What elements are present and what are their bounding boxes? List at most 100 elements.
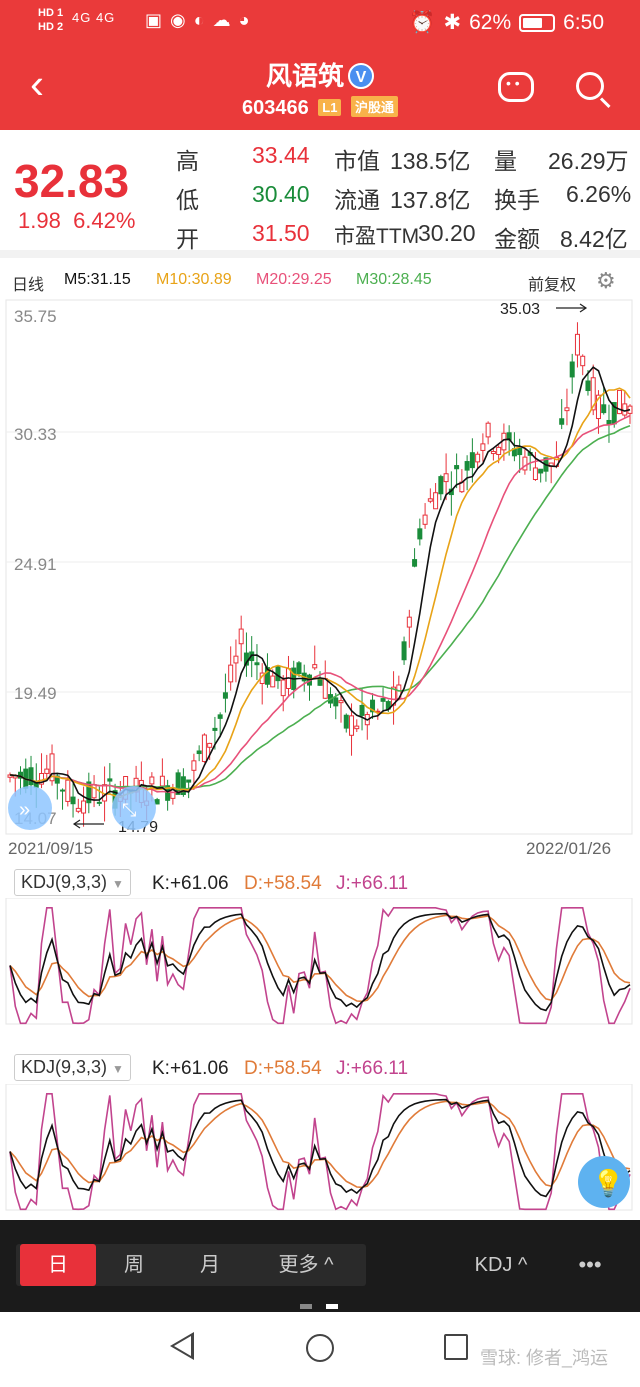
candle-body <box>333 697 339 707</box>
candle-body <box>338 700 344 704</box>
volume-value: 26.29万 <box>548 148 629 174</box>
candles-group <box>7 322 633 827</box>
candle-body <box>254 662 260 666</box>
candle-body <box>49 753 55 782</box>
ma5-line <box>9 366 631 801</box>
high-value: 33.44 <box>252 142 310 168</box>
candle-body <box>60 789 66 792</box>
candle-body <box>270 675 276 688</box>
candle-body <box>580 355 586 367</box>
candle-body <box>238 628 244 645</box>
candle-body <box>175 772 181 795</box>
candle-body <box>443 473 449 483</box>
gear-icon[interactable]: ⚙ <box>596 268 616 293</box>
candle-body <box>317 678 323 686</box>
tab-month[interactable]: 月 <box>200 1254 220 1276</box>
kdj1-j: J:+66.11 <box>336 873 409 894</box>
candle-body <box>380 698 386 702</box>
candle-body <box>96 801 102 804</box>
stock-title: 风语筑 V <box>0 56 640 93</box>
back-icon[interactable]: ‹ <box>30 60 44 107</box>
candle-body <box>149 776 155 785</box>
candle-body <box>354 725 360 730</box>
candle-body <box>165 785 171 801</box>
pe-value: 30.20 <box>418 220 476 246</box>
volume-label: 量 <box>494 148 517 174</box>
adjust-label[interactable]: 前复权 <box>528 277 577 294</box>
kdj-chart-1[interactable] <box>0 898 640 1028</box>
tab-more[interactable]: 更多 ^ <box>278 1254 334 1276</box>
nav-home-icon[interactable] <box>306 1334 334 1362</box>
nav-recent-icon[interactable] <box>444 1334 468 1360</box>
high-label: 高 <box>176 148 199 174</box>
kdj1-border <box>5 898 633 1025</box>
ma30-line <box>9 425 631 790</box>
current-price: 32.83 <box>14 155 130 207</box>
candle-body <box>107 778 113 782</box>
kdj1-k: K:+61.06 <box>152 873 229 894</box>
kdj2-k: K:+61.06 <box>152 1058 229 1079</box>
candle-body <box>601 404 607 414</box>
candle-body <box>28 767 34 786</box>
candle-body <box>196 750 202 755</box>
robot-assistant-icon[interactable] <box>498 72 534 102</box>
nav-back-icon[interactable] <box>170 1332 194 1360</box>
candle-body <box>590 377 596 411</box>
page-dot-2 <box>326 1304 338 1309</box>
candle-body <box>616 389 622 415</box>
candle-body <box>490 451 496 455</box>
kdj-selector-1[interactable]: KDJ(9,3,3) ▼ <box>14 869 131 896</box>
candle-body <box>212 727 218 731</box>
dropdown-icon: ▼ <box>112 877 124 891</box>
chart-border <box>5 299 633 835</box>
low-value: 30.40 <box>252 181 310 207</box>
hd-indicator: HD 1 HD 2 <box>38 7 64 33</box>
candlestick-chart[interactable]: 35.75 30.33 24.91 19.49 14.07 35.03 14.7… <box>0 296 640 856</box>
float-value: 137.8亿 <box>390 187 471 213</box>
candle-body <box>222 692 228 699</box>
kdj-chart-2[interactable]: 💡 <box>0 1084 640 1214</box>
more-menu-icon[interactable]: ••• <box>578 1252 602 1277</box>
tab-day[interactable]: 日 <box>20 1244 96 1286</box>
candle-body <box>159 775 165 787</box>
candle-body <box>280 679 286 697</box>
grid-lines <box>6 431 632 693</box>
ma-legend: 日线 M5:31.15 M10:30.89 M20:29.25 M30:28.4… <box>0 266 640 296</box>
price-change: 1.98 6.42% <box>18 208 136 233</box>
verified-icon: V <box>348 63 374 89</box>
resize-icon: ⤡ <box>122 800 136 820</box>
expand-left-button[interactable] <box>8 786 52 830</box>
tab-week[interactable]: 周 <box>124 1254 144 1276</box>
candle-body <box>191 760 197 771</box>
candle-body <box>406 616 412 628</box>
candle-body <box>517 448 523 456</box>
ma30-value: M30:28.45 <box>356 271 432 288</box>
battery-percent: 62% <box>469 10 512 34</box>
mktcap-value: 138.5亿 <box>390 148 471 174</box>
period-tab-bar: 日 周 月 更多 ^ KDJ ^ ••• <box>0 1220 640 1312</box>
kdj-selector-2[interactable]: KDJ(9,3,3) ▼ <box>14 1054 131 1081</box>
start-date: 2021/09/15 <box>8 839 93 856</box>
ma10-value: M10:30.89 <box>156 271 232 288</box>
pe-label: 市盈TTM <box>334 225 420 248</box>
amount-value: 8.42亿 <box>560 226 628 252</box>
kdj2-d: D:+58.54 <box>244 1058 322 1079</box>
max-arrow-head <box>579 303 588 313</box>
candle-body <box>322 677 328 699</box>
candle-body <box>201 734 207 762</box>
tips-button[interactable] <box>578 1156 630 1208</box>
search-icon[interactable] <box>576 72 604 100</box>
zoom-button[interactable] <box>112 786 156 830</box>
float-label: 流通 <box>334 187 380 213</box>
period-label[interactable]: 日线 <box>12 277 45 294</box>
ma20-value: M20:29.25 <box>256 271 332 288</box>
y-label-0: 35.75 <box>14 307 57 326</box>
candle-body <box>343 714 349 729</box>
candle-body <box>359 704 365 716</box>
mktcap-label: 市值 <box>334 148 380 174</box>
system-nav-bar: 雪球: 修者_鸿运 <box>0 1312 640 1387</box>
indicator-selector[interactable]: KDJ ^ <box>474 1254 528 1276</box>
y-label-2: 24.91 <box>14 555 57 574</box>
kdj1-k-line <box>9 912 631 1012</box>
candle-body <box>401 641 407 661</box>
